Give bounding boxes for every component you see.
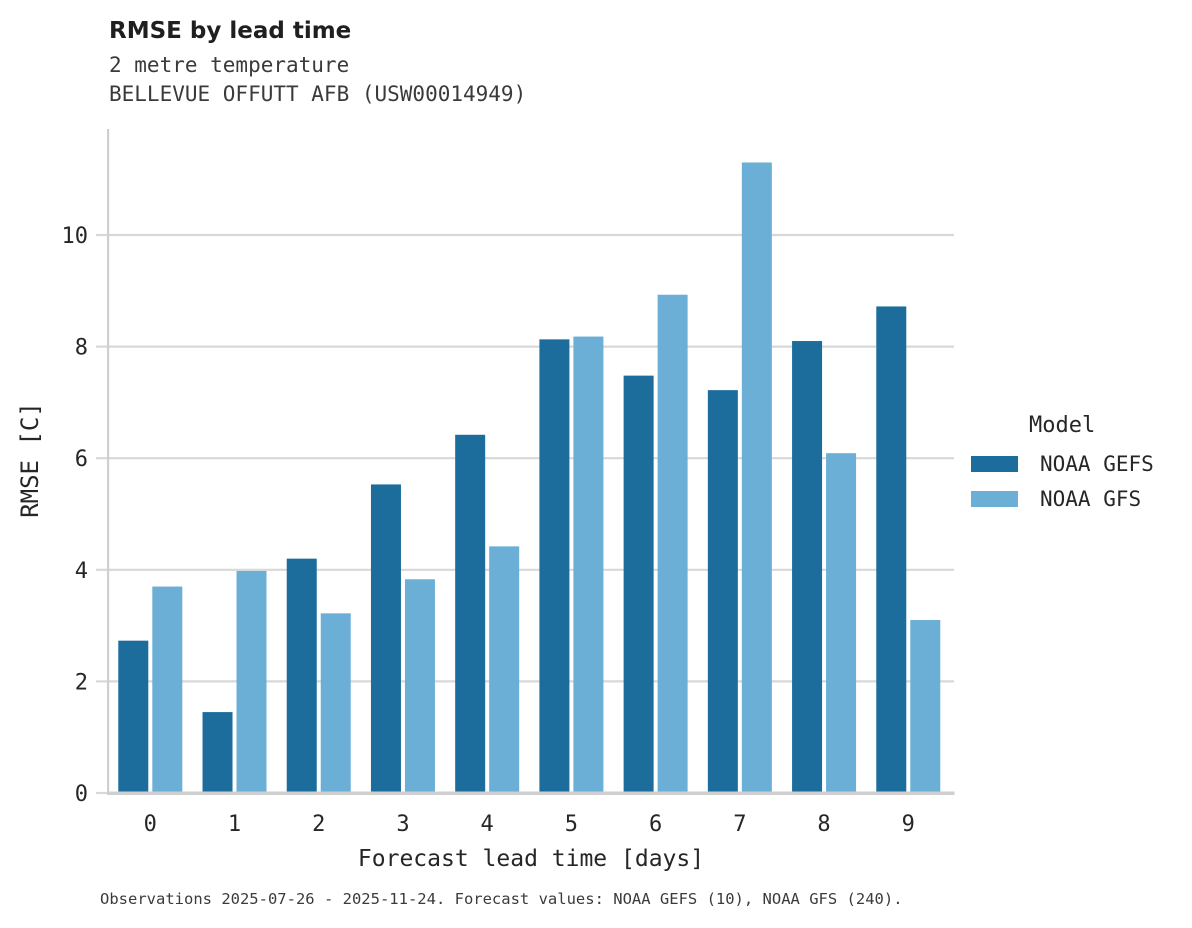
y-tick-label-0: 0	[75, 782, 88, 807]
chart-subtitle-station: BELLEVUE OFFUTT AFB (USW00014949)	[109, 82, 527, 106]
x-tick-label-9: 9	[902, 812, 915, 837]
bar-noaa-gfs-day-6	[657, 294, 688, 793]
x-tick-label-6: 6	[649, 812, 662, 837]
y-tick-label-6: 6	[75, 447, 88, 472]
legend-entry-noaa-gfs: NOAA GFS	[971, 487, 1154, 511]
x-tick-label-3: 3	[396, 812, 409, 837]
bar-noaa-gefs-day-9	[876, 306, 907, 793]
x-axis-spine	[107, 791, 955, 795]
legend-label-noaa-gfs: NOAA GFS	[1040, 487, 1142, 511]
bar-noaa-gefs-day-6	[623, 375, 654, 793]
bar-noaa-gefs-day-5	[539, 339, 570, 793]
x-tick-label-8: 8	[817, 812, 830, 837]
chart-subtitle-variable: 2 metre temperature	[109, 53, 350, 77]
y-axis-title: RMSE [C]	[16, 402, 44, 518]
bar-noaa-gfs-day-7	[741, 162, 772, 793]
bar-noaa-gefs-day-0	[118, 640, 149, 793]
bar-noaa-gfs-day-4	[489, 546, 520, 793]
y-tick-label-10: 10	[62, 224, 89, 249]
legend-swatch-noaa-gfs	[971, 491, 1018, 507]
bar-noaa-gfs-day-8	[826, 453, 857, 793]
footer-caption: Observations 2025-07-26 - 2025-11-24. Fo…	[100, 890, 903, 908]
x-tick-label-7: 7	[733, 812, 746, 837]
y-tick-label-4: 4	[75, 559, 88, 584]
legend-swatch-noaa-gefs	[971, 456, 1018, 472]
x-tick-label-0: 0	[144, 812, 157, 837]
y-tick-label-2: 2	[75, 670, 88, 695]
bar-noaa-gefs-day-3	[370, 484, 401, 793]
x-tick-label-2: 2	[312, 812, 325, 837]
legend: Model NOAA GEFS NOAA GFS	[971, 413, 1154, 523]
bar-noaa-gefs-day-7	[707, 390, 738, 793]
bar-noaa-gefs-day-2	[286, 558, 317, 793]
chart-header: RMSE by lead time 2 metre temperature BE…	[109, 16, 526, 109]
bar-noaa-gfs-day-9	[910, 620, 941, 793]
bar-noaa-gfs-day-3	[404, 579, 435, 793]
bar-noaa-gfs-day-1	[236, 570, 267, 793]
bar-noaa-gefs-day-1	[202, 712, 233, 793]
bar-noaa-gfs-day-0	[152, 586, 183, 793]
x-axis-title: Forecast lead time [days]	[357, 846, 705, 872]
legend-title: Model	[1029, 413, 1096, 438]
bar-noaa-gfs-day-5	[573, 336, 604, 793]
bar-noaa-gefs-day-4	[455, 434, 486, 793]
x-tick-label-1: 1	[228, 812, 241, 837]
legend-entry-noaa-gefs: NOAA GEFS	[971, 452, 1154, 476]
bar-noaa-gfs-day-2	[320, 613, 351, 793]
x-tick-label-5: 5	[565, 812, 578, 837]
y-tick-label-8: 8	[75, 336, 88, 361]
bar-noaa-gefs-day-8	[792, 341, 823, 793]
legend-label-noaa-gefs: NOAA GEFS	[1040, 452, 1154, 476]
chart-title: RMSE by lead time	[109, 18, 352, 44]
y-axis-spine	[107, 129, 110, 795]
x-tick-label-4: 4	[481, 812, 494, 837]
